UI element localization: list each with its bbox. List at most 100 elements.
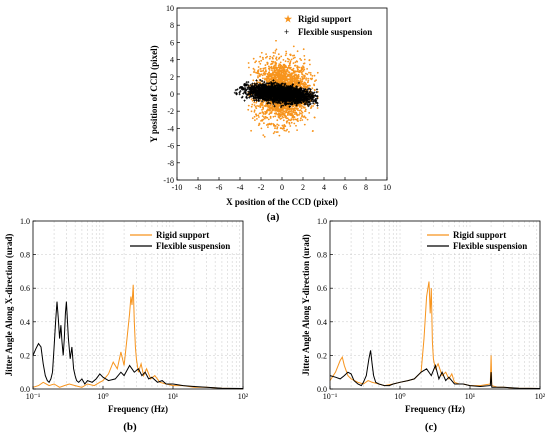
scatter-point-rigid	[280, 64, 282, 67]
scatter-point-rigid	[258, 74, 261, 77]
scatter-point-rigid	[283, 68, 286, 70]
scatter-point-rigid	[316, 71, 319, 74]
scatter-point-flexible	[255, 82, 258, 85]
scatter-point-flexible	[260, 84, 263, 87]
scatter-point-flexible	[313, 91, 316, 94]
scatter-point-flexible	[312, 98, 315, 101]
scatter-point-rigid	[301, 111, 304, 114]
scatter-point-rigid	[272, 55, 275, 57]
scatter-point-rigid	[256, 118, 258, 120]
scatter-point-rigid	[311, 77, 313, 80]
scatter-point-rigid	[277, 64, 280, 67]
scatter-point-rigid	[250, 98, 253, 100]
scatter-point-flexible	[263, 81, 266, 84]
scatter-point-rigid	[276, 103, 278, 106]
scatter-point-flexible	[290, 101, 294, 105]
scatter-point-rigid	[269, 78, 272, 81]
legend-marker-flexible-a: +	[284, 27, 289, 37]
scatter-point-rigid	[283, 124, 286, 126]
scatter-point-rigid	[264, 67, 266, 69]
scatter-point-rigid	[262, 111, 264, 114]
scatter-point-rigid	[288, 82, 291, 85]
scatter-point-rigid	[278, 134, 281, 137]
scatter-point-rigid	[267, 76, 270, 79]
scatter-point-flexible	[266, 94, 269, 98]
scatter-point-flexible	[300, 99, 303, 102]
scatter-point-flexible	[261, 93, 264, 96]
scatter-point-flexible	[280, 87, 283, 91]
scatter-point-flexible	[293, 98, 296, 101]
scatter-point-flexible	[243, 86, 247, 90]
scatter-point-flexible	[279, 102, 282, 105]
scatter-point-rigid	[280, 117, 283, 120]
scatter-point-rigid	[267, 118, 270, 121]
scatter-point-rigid	[301, 75, 303, 78]
scatter-point-rigid	[273, 69, 276, 72]
scatter-point-flexible	[258, 84, 261, 87]
scatter-point-rigid	[257, 81, 259, 84]
scatter-point-rigid	[259, 106, 262, 108]
scatter-point-flexible	[303, 99, 306, 102]
scatter-point-flexible	[289, 87, 292, 90]
scatter-point-flexible	[315, 91, 318, 94]
scatter-point-rigid	[308, 84, 310, 87]
scatter-point-flexible	[310, 91, 314, 94]
x-tick-label: 4	[322, 183, 326, 192]
scatter-point-rigid	[309, 72, 312, 74]
scatter-point-rigid	[299, 57, 301, 60]
scatter-point-flexible	[310, 99, 313, 102]
scatter-point-flexible	[296, 99, 299, 102]
scatter-point-flexible	[292, 89, 295, 92]
scatter-point-flexible	[316, 104, 319, 107]
scatter-point-rigid	[277, 72, 280, 75]
scatter-point-flexible	[257, 97, 261, 100]
scatter-point-flexible	[251, 94, 254, 97]
scatter-point-rigid	[306, 73, 309, 76]
scatter-point-rigid	[288, 131, 290, 133]
scatter-point-rigid	[292, 45, 295, 48]
scatter-point-flexible	[268, 102, 272, 105]
scatter-point-rigid	[296, 77, 299, 79]
scatter-point-rigid	[280, 71, 283, 74]
scatter-point-rigid	[258, 60, 261, 63]
scatter-point-rigid	[289, 73, 292, 76]
scatter-point-rigid	[279, 113, 282, 116]
scatter-point-rigid	[272, 71, 275, 74]
scatter-point-rigid	[292, 62, 295, 64]
scatter-point-rigid	[290, 121, 293, 124]
scatter-point-rigid	[308, 71, 310, 74]
scatter-point-rigid	[287, 74, 289, 77]
scatter-point-flexible	[283, 89, 286, 92]
scatter-point-rigid	[314, 80, 316, 82]
y-tick-label: -4	[167, 124, 174, 133]
scatter-point-rigid	[275, 131, 278, 134]
scatter-point-rigid	[287, 60, 289, 63]
scatter-point-rigid	[312, 105, 314, 107]
scatter-point-flexible	[294, 88, 297, 91]
scatter-point-rigid	[277, 66, 280, 69]
scatter-point-rigid	[278, 70, 281, 73]
scatter-point-rigid	[312, 130, 314, 132]
scatter-point-rigid	[260, 70, 263, 73]
scatter-point-flexible	[289, 91, 292, 95]
scatter-point-flexible	[308, 101, 311, 104]
scatter-point-flexible	[271, 83, 274, 86]
scatter-point-flexible	[303, 95, 306, 98]
scatter-point-rigid	[289, 60, 292, 63]
scatter-point-flexible	[283, 83, 286, 87]
scatter-point-flexible	[281, 96, 284, 99]
scatter-point-rigid	[303, 62, 306, 65]
scatter-point-rigid	[285, 109, 287, 112]
scatter-point-rigid	[259, 55, 262, 58]
y-tick-label: -2	[167, 107, 174, 116]
scatter-point-rigid	[289, 110, 291, 113]
scatter-point-rigid	[268, 71, 270, 74]
scatter-point-rigid	[299, 77, 301, 80]
scatter-point-flexible	[257, 85, 260, 88]
scatter-point-rigid	[299, 119, 302, 122]
scatter-point-flexible	[276, 90, 279, 93]
scatter-point-rigid	[281, 113, 284, 116]
scatter-point-flexible	[276, 82, 279, 85]
scatter-point-rigid	[290, 82, 292, 84]
scatter-point-flexible	[264, 86, 267, 89]
